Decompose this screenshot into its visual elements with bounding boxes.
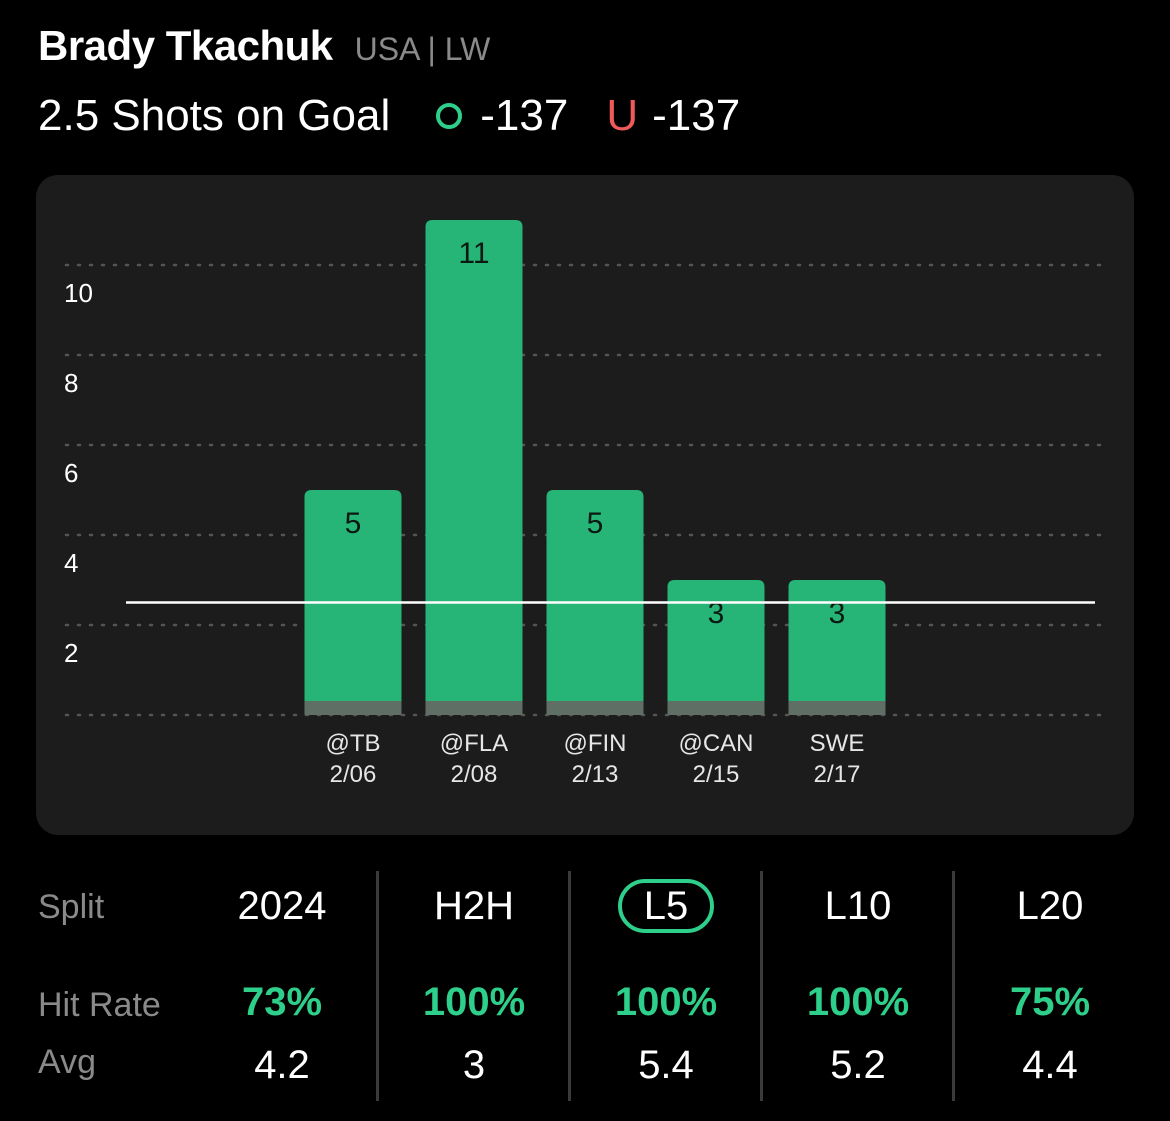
- x-tick-opponent: @CAN: [678, 730, 753, 757]
- column-divider: [568, 871, 571, 1101]
- x-tick-opponent: @FIN: [563, 730, 626, 757]
- hit-rate-row-label: Hit Rate: [38, 986, 161, 1024]
- split-column-h2h[interactable]: H2H 100% 3: [378, 868, 570, 1100]
- bar-value-label: 11: [458, 237, 489, 270]
- player-row: Brady Tkachuk USA | LW: [38, 22, 740, 76]
- column-divider: [376, 871, 379, 1101]
- y-tick-label-8: 8: [64, 368, 78, 398]
- y-tick-label-2: 2: [64, 638, 78, 668]
- bar-base-@FLA: [425, 701, 523, 715]
- split-column-l5[interactable]: L5 100% 5.4: [570, 868, 762, 1100]
- shots-chart-card: 2 4 6 8 10 5 @TB 2/06 11 @FLA 2/08 5 @FIN 2/13 3 @CAN 2/…: [36, 175, 1134, 835]
- avg-value: 4.4: [1022, 1043, 1078, 1087]
- y-tick-label-4: 4: [64, 548, 78, 578]
- split-tab-label: 2024: [237, 884, 327, 928]
- bar-SWE: [788, 580, 886, 715]
- hit-rate-value: 75%: [1009, 980, 1091, 1024]
- split-tab-label: H2H: [433, 884, 515, 928]
- split-tab[interactable]: L20: [954, 884, 1146, 928]
- bar-value-label: 5: [587, 507, 604, 540]
- y-tick-label-10: 10: [64, 278, 93, 308]
- bar-base-@CAN: [667, 701, 765, 715]
- x-tick-date: 2/13: [572, 761, 619, 788]
- split-tab-selected[interactable]: L5: [570, 879, 762, 933]
- split-tab[interactable]: 2024: [186, 884, 378, 928]
- column-divider: [760, 871, 763, 1101]
- avg-value: 4.2: [254, 1043, 310, 1087]
- split-column-l10[interactable]: L10 100% 5.2: [762, 868, 954, 1100]
- prop-line-row: 2.5 Shots on Goal -137 U -137: [38, 86, 740, 146]
- x-tick-opponent: @FLA: [440, 730, 508, 757]
- x-tick-date: 2/17: [814, 761, 861, 788]
- split-stats-table: Split Hit Rate Avg 2024 73% 4.2 H2H 100% 3 L5 1…: [0, 868, 1170, 1108]
- under-odds[interactable]: -137: [652, 91, 741, 140]
- bar-value-label: 3: [829, 597, 846, 630]
- bar-value-label: 5: [345, 507, 362, 540]
- split-tab-label: L10: [824, 884, 892, 928]
- split-column-2024[interactable]: 2024 73% 4.2: [186, 868, 378, 1100]
- prop-header: Brady Tkachuk USA | LW 2.5 Shots on Goal…: [38, 22, 740, 146]
- avg-row-label: Avg: [38, 1043, 96, 1081]
- hit-rate-value: 73%: [241, 980, 323, 1024]
- bar-base-@FIN: [546, 701, 644, 715]
- hit-rate-value: 100%: [422, 980, 526, 1024]
- split-column-l20[interactable]: L20 75% 4.4: [954, 868, 1146, 1100]
- split-tab[interactable]: L10: [762, 884, 954, 928]
- bar-@CAN: [667, 580, 765, 715]
- x-tick-date: 2/15: [693, 761, 740, 788]
- over-circle-icon[interactable]: [436, 103, 463, 129]
- split-tab[interactable]: H2H: [378, 884, 570, 928]
- hit-rate-value: 100%: [806, 980, 910, 1024]
- under-label[interactable]: U: [606, 91, 639, 140]
- avg-value: 5.4: [638, 1043, 694, 1087]
- bar-value-label: 3: [708, 597, 725, 630]
- x-tick-date: 2/08: [451, 761, 498, 788]
- x-tick-opponent: SWE: [810, 730, 865, 757]
- avg-value: 3: [462, 1043, 486, 1087]
- x-tick-date: 2/06: [330, 761, 377, 788]
- player-team-position: USA | LW: [354, 31, 491, 67]
- y-tick-label-6: 6: [64, 458, 78, 488]
- bar-base-@TB: [304, 701, 402, 715]
- x-tick-opponent: @TB: [325, 730, 380, 757]
- avg-value: 5.2: [830, 1043, 886, 1087]
- shots-bar-chart: 2 4 6 8 10 5 @TB 2/06 11 @FLA 2/08 5 @FIN 2/13 3 @CAN 2/…: [64, 220, 1104, 788]
- bar-base-SWE: [788, 701, 886, 715]
- split-tab-label: L5: [617, 879, 715, 933]
- player-name: Brady Tkachuk: [38, 22, 333, 69]
- bar-@FLA: [425, 220, 523, 715]
- column-divider: [952, 871, 955, 1101]
- split-tab-label: L20: [1016, 884, 1084, 928]
- prop-line: 2.5 Shots on Goal: [38, 91, 391, 140]
- over-odds[interactable]: -137: [480, 91, 569, 140]
- hit-rate-value: 100%: [614, 980, 718, 1024]
- split-row-label: Split: [38, 888, 105, 926]
